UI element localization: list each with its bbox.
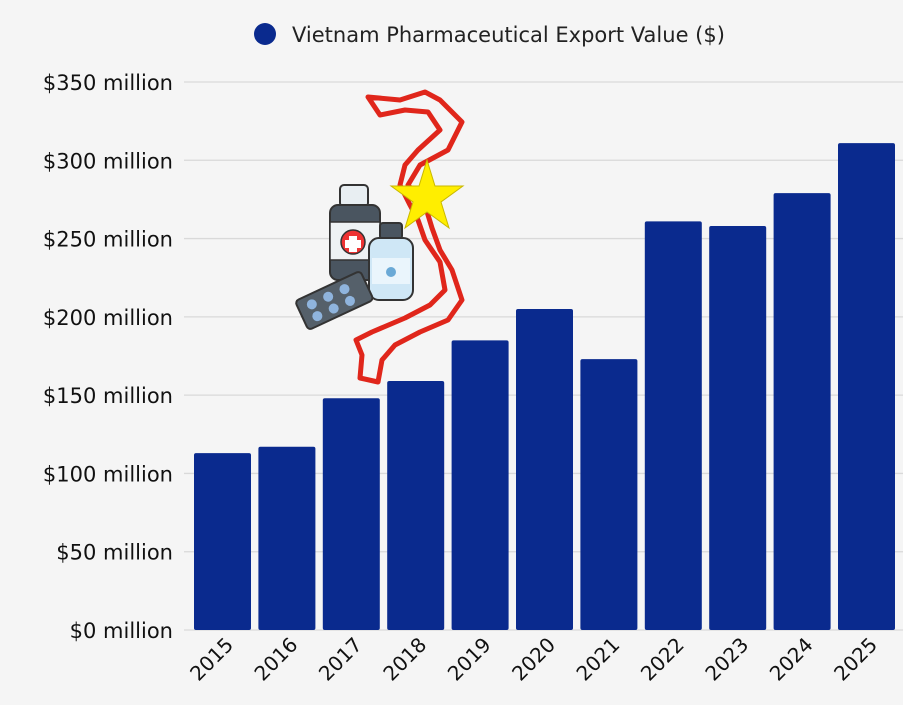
vietnam-map-outline-icon bbox=[353, 89, 465, 385]
y-tick-label: $150 million bbox=[43, 384, 173, 408]
bar-2015 bbox=[194, 453, 251, 630]
x-tick-label: 2018 bbox=[378, 633, 431, 686]
bar-2018 bbox=[387, 381, 445, 630]
pill-blister-icon bbox=[295, 271, 374, 330]
bar-2021 bbox=[580, 359, 638, 630]
x-tick-label: 2021 bbox=[571, 633, 624, 686]
x-tick-label: 2015 bbox=[185, 633, 238, 686]
x-axis-tick-labels: 2015 2016 2017 2018 2019 2020 2021 2022 2023 2024… bbox=[185, 633, 882, 686]
vietnam-map-illustration bbox=[295, 89, 465, 385]
bar-2025 bbox=[838, 143, 895, 630]
medicine-bottle-icon bbox=[329, 184, 381, 281]
bar-2017 bbox=[322, 398, 380, 630]
x-tick-label: 2023 bbox=[700, 633, 753, 686]
star-icon bbox=[389, 158, 465, 230]
x-tick-label: 2017 bbox=[314, 633, 367, 686]
x-tick-label: 2020 bbox=[507, 633, 560, 686]
y-tick-label: $100 million bbox=[43, 462, 173, 486]
x-tick-label: 2016 bbox=[249, 633, 302, 686]
x-tick-label: 2019 bbox=[443, 633, 496, 686]
bar-2022 bbox=[644, 221, 702, 630]
bar-2024 bbox=[773, 193, 831, 630]
small-bottle-icon bbox=[368, 222, 414, 301]
y-tick-label: $250 million bbox=[43, 228, 173, 252]
legend: Vietnam Pharmaceutical Export Value ($) bbox=[254, 23, 725, 47]
bar-2020 bbox=[516, 309, 573, 630]
legend-marker bbox=[254, 23, 276, 45]
y-tick-label: $50 million bbox=[56, 541, 173, 565]
x-tick-label: 2022 bbox=[636, 633, 689, 686]
legend-label: Vietnam Pharmaceutical Export Value ($) bbox=[292, 23, 725, 47]
y-tick-label: $300 million bbox=[43, 149, 173, 173]
bar-2016 bbox=[258, 446, 316, 630]
bar-2019 bbox=[451, 340, 509, 630]
x-tick-label: 2025 bbox=[829, 633, 882, 686]
bars bbox=[194, 143, 895, 630]
y-tick-label: $200 million bbox=[43, 306, 173, 330]
y-tick-label: $350 million bbox=[43, 71, 173, 95]
y-axis-tick-labels: $0 million $50 million $100 million $150 mi… bbox=[43, 71, 173, 643]
bar-2023 bbox=[709, 226, 767, 630]
x-tick-label: 2024 bbox=[765, 633, 818, 686]
y-tick-label: $0 million bbox=[70, 619, 173, 643]
